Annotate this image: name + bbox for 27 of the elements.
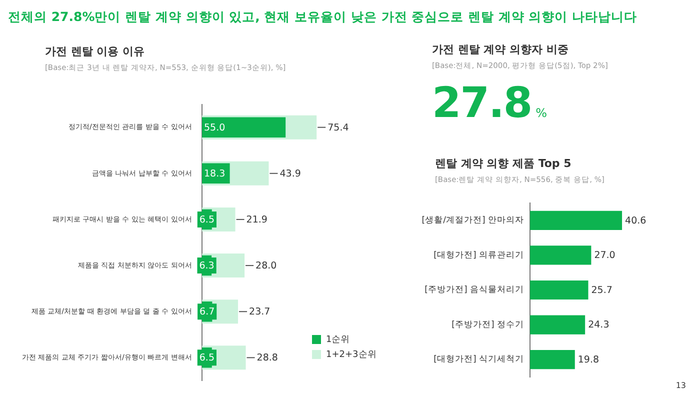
y-tick-label: [생활/계절가전] 안마의자 [422, 216, 524, 226]
data-label: 19.8 [578, 354, 600, 366]
data-label: 24.3 [588, 320, 610, 331]
data-label: 28.0 [256, 260, 277, 272]
data-label: 75.4 [328, 122, 349, 134]
y-tick-label: [대형가전] 의류관리기 [434, 250, 524, 260]
text: 가전 렌탈 이용 이유 [45, 44, 144, 59]
legend-label: 1순위 [326, 334, 350, 346]
data-label: 21.9 [246, 214, 268, 226]
text: 가전 렌탈 계약 의향자 비중 [432, 42, 568, 57]
y-tick-label: [주방가전] 정수기 [452, 320, 524, 330]
y-tick-label: [대형가전] 식기세척기 [434, 354, 524, 365]
y-tick-label: [주방가전] 음식물처리기 [424, 285, 524, 296]
chart-title: 렌탈 계약 의향 제품 Top 5 [435, 156, 572, 171]
data-label: 40.6 [625, 215, 646, 226]
data-label: 27.0 [594, 250, 616, 262]
data-label: 43.9 [280, 168, 301, 180]
legend-label: 1+2+3순위 [326, 349, 376, 361]
data-label: 55.0 [204, 122, 226, 134]
data-label: 18.3 [204, 168, 226, 180]
data-label: 23.7 [249, 306, 270, 318]
data-label: 28.8 [256, 352, 278, 364]
text: 전체의 27.8%만이 렌탈 계약 의향이 있고, 현재 보유율이 낮은 가전 중심으로 렌탈 계약 의향이 나타납니다 [8, 9, 638, 26]
text: 27.8 [432, 78, 532, 127]
data-label: 25.7 [591, 284, 612, 296]
text: 13 [676, 381, 686, 390]
text: % [536, 106, 548, 120]
